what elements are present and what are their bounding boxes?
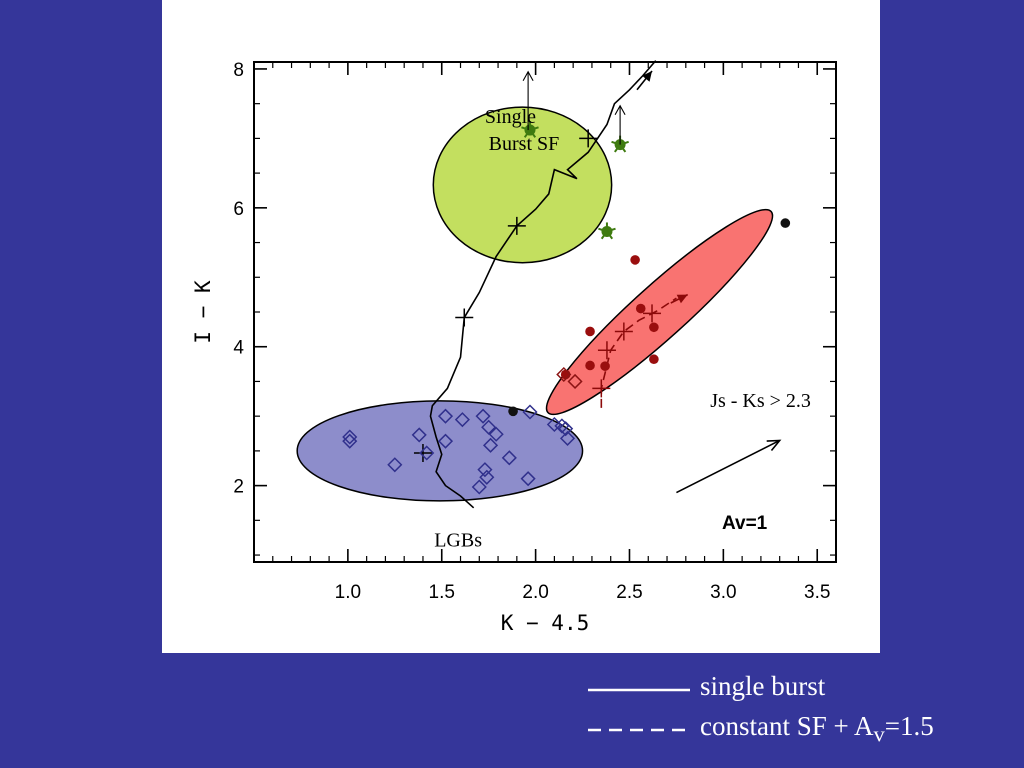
- y-tick-label: 6: [233, 199, 244, 220]
- y-tick-label: 4: [233, 338, 244, 359]
- point-diamond-0-3: [411, 427, 427, 443]
- track-age-marker-0-1: [455, 308, 474, 327]
- star-ray: [529, 129, 537, 138]
- star-ray: [619, 140, 629, 146]
- star-ray: [523, 129, 531, 138]
- point-diamond-0-8: [475, 408, 491, 424]
- star-ray: [529, 126, 539, 132]
- regions: [296, 106, 774, 502]
- annotation-1: Burst SF: [489, 133, 560, 155]
- point-diamond-3-0: [556, 366, 572, 383]
- x-tick-label: 2.0: [522, 582, 548, 603]
- point-circle-1-6: [649, 322, 659, 333]
- point-circle-1-5: [635, 303, 646, 314]
- point-diamond-0-17: [522, 404, 538, 420]
- upper-limit-arrow-1: [614, 104, 626, 116]
- star-ray: [598, 227, 608, 233]
- data-points: [342, 121, 791, 495]
- point-star-4-2: [598, 222, 616, 240]
- x-tick-label: 2.5: [616, 582, 642, 603]
- tracks: [413, 60, 689, 509]
- point-diamond-0-4: [419, 445, 435, 461]
- track-age-marker-0-0: [413, 443, 432, 462]
- track-age-marker-1-3: [643, 304, 662, 323]
- track-age-marker-1-2: [614, 322, 633, 341]
- point-star-4-1: [611, 135, 629, 153]
- legend-label-constant-sf: constant SF + Av=1.5: [700, 711, 934, 747]
- reddening-vector-label: Av=1: [722, 513, 768, 534]
- x-tick-label: 1.0: [335, 582, 361, 603]
- point-diamond-0-1: [342, 433, 358, 449]
- point-diamond-0-14: [471, 479, 487, 495]
- region-ellipse-0: [432, 106, 613, 264]
- point-circle-1-3: [600, 361, 610, 371]
- star-ray: [606, 227, 616, 233]
- star-ray: [600, 230, 608, 240]
- y-tick-label: 2: [233, 477, 244, 498]
- point-circle-1-1: [585, 326, 595, 337]
- y-axis-label: I − K: [191, 280, 215, 344]
- dashed-line-swatch: [588, 728, 690, 732]
- x-axis-label: K − 4.5: [501, 611, 590, 635]
- point-circle-1-7: [649, 354, 659, 365]
- annotation-2: Js - Ks > 2.3: [710, 390, 811, 412]
- figure-panel: 1.0 1.5 2.0 2.5 3.0 3.5 2 4 6 8 K − 4.5 I − K Singl…: [162, 0, 880, 653]
- x-tick-label: 3.5: [804, 582, 830, 603]
- point-diamond-0-13: [479, 469, 495, 485]
- annotation-3: LGBs: [434, 530, 482, 552]
- track-age-marker-1-0: [592, 379, 611, 398]
- annotation-marks: [522, 70, 782, 494]
- annotation-0: Single: [485, 106, 536, 128]
- track-arrowhead-1: [676, 294, 688, 304]
- point-diamond-0-15: [501, 450, 517, 466]
- x-tick-label: 1.5: [429, 582, 455, 603]
- upper-limit-arrow-0: [522, 70, 534, 81]
- point-diamond-0-9: [481, 419, 497, 435]
- y-tick-label: 8: [233, 60, 244, 81]
- point-diamond-0-5: [437, 433, 454, 449]
- point-diamond-0-16: [520, 471, 536, 487]
- point-circle-1-0: [560, 369, 571, 380]
- legend-label-single-burst: single burst: [700, 671, 826, 701]
- scatter-chart: 1.0 1.5 2.0 2.5 3.0 3.5 2 4 6 8 K − 4.5 I − K Singl…: [191, 60, 837, 635]
- point-diamond-0-12: [477, 462, 493, 478]
- point-diamond-0-2: [387, 457, 403, 473]
- point-circle-1-2: [585, 360, 595, 371]
- x-tick-label: 3.0: [710, 582, 736, 603]
- track-arrowhead-0: [642, 71, 653, 82]
- star-ray: [611, 140, 621, 146]
- star-ray: [606, 230, 614, 240]
- point-diamond-0-20: [558, 421, 574, 437]
- point-diamond-0-10: [482, 437, 499, 453]
- track-age-marker-0-3: [579, 129, 598, 148]
- point-diamond-0-21: [559, 430, 576, 446]
- point-circle-2-1: [780, 218, 791, 228]
- point-diamond-3-1: [567, 373, 583, 390]
- solid-line-swatch: [588, 688, 690, 692]
- star-ray: [613, 144, 621, 153]
- reddening-vector-shaft: [676, 439, 781, 494]
- point-diamond-0-0: [342, 429, 358, 445]
- track-age-marker-0-2: [507, 216, 526, 235]
- reddening-vector-head: [766, 439, 782, 452]
- star-ray: [619, 144, 627, 153]
- point-diamond-0-6: [437, 408, 454, 424]
- track-age-marker-1-1: [597, 341, 616, 360]
- track-line-0: [429, 60, 657, 509]
- axes: 1.0 1.5 2.0 2.5 3.0 3.5 2 4 6 8: [233, 60, 837, 603]
- point-circle-1-4: [630, 255, 640, 265]
- point-diamond-0-11: [488, 426, 504, 442]
- chart-labels: K − 4.5 I − K Single Burst SF Js - Ks > 2.3 L…: [191, 106, 811, 635]
- point-diamond-0-7: [454, 412, 470, 428]
- point-circle-2-0: [508, 406, 518, 417]
